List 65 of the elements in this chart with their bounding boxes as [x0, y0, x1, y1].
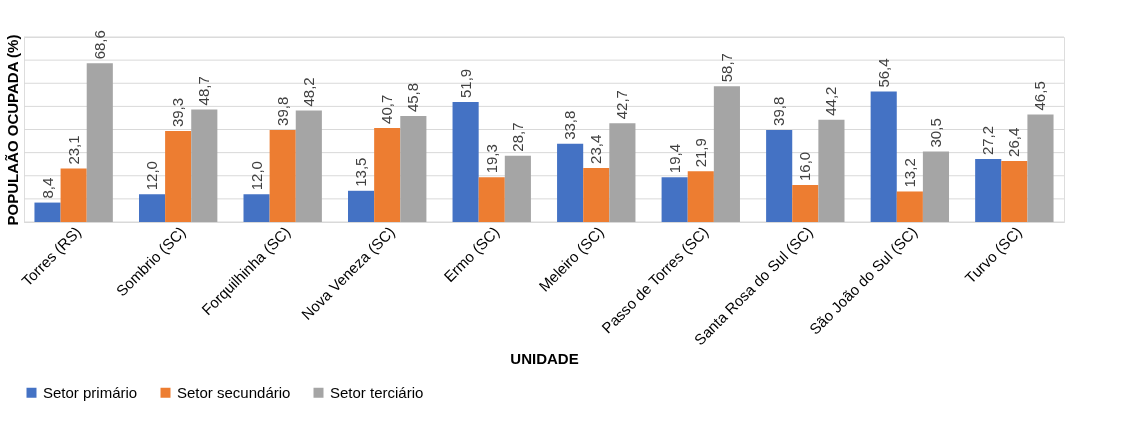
- data-label: 45,8: [404, 82, 422, 113]
- x-axis-title: UNIDADE: [510, 350, 579, 368]
- bar: [583, 167, 610, 222]
- bar: [661, 177, 688, 222]
- data-label: 27,2: [979, 125, 997, 156]
- data-label: 68,6: [90, 30, 108, 60]
- bar: [60, 168, 87, 222]
- data-label: 21,9: [691, 138, 709, 168]
- bar: [374, 127, 401, 222]
- bar: [1001, 160, 1028, 222]
- legend-label: Setor secundário: [177, 383, 291, 401]
- data-label: 40,7: [378, 94, 396, 124]
- bar: [687, 171, 714, 222]
- data-label: 16,0: [796, 151, 814, 181]
- bar: [896, 191, 923, 222]
- bar: [478, 177, 505, 222]
- bar: [243, 194, 270, 222]
- data-label: 48,2: [299, 77, 317, 107]
- bar: [191, 109, 218, 222]
- data-label: 42,7: [613, 90, 631, 120]
- data-label: 13,5: [352, 157, 370, 187]
- bar: [557, 143, 584, 222]
- bar: [713, 86, 740, 222]
- bar: [269, 129, 296, 222]
- data-label: 44,2: [822, 86, 840, 116]
- bar: [34, 202, 61, 222]
- bar: [400, 116, 427, 222]
- data-label: 33,8: [561, 110, 579, 140]
- bar: [609, 123, 636, 222]
- legend-label: Setor terciário: [330, 383, 424, 401]
- bar: [1027, 114, 1054, 222]
- bar: [452, 101, 479, 222]
- bar: [348, 190, 375, 222]
- bar: [165, 131, 192, 222]
- bar: [870, 91, 897, 222]
- data-label: 28,7: [508, 122, 526, 152]
- data-label: 48,7: [195, 76, 213, 106]
- data-label: 12,0: [143, 161, 161, 191]
- bar: [922, 151, 950, 222]
- data-label: 8,4: [38, 177, 56, 199]
- y-axis-title: POPULAÃO OCUPADA (%): [3, 34, 21, 226]
- bar: [504, 155, 531, 222]
- data-label: 39,3: [169, 97, 187, 128]
- data-label: 56,4: [874, 58, 892, 88]
- data-label: 30,5: [926, 118, 944, 148]
- data-label: 23,4: [587, 134, 605, 164]
- data-label: 46,5: [1031, 81, 1049, 111]
- data-label: 19,3: [482, 144, 500, 174]
- bar: [975, 159, 1002, 222]
- legend-label: Setor primário: [43, 383, 138, 401]
- data-label: 12,0: [247, 161, 265, 191]
- bar: [138, 194, 166, 222]
- bar: [86, 63, 113, 222]
- data-label: 19,4: [665, 143, 683, 174]
- data-label: 23,1: [64, 135, 82, 165]
- data-label: 26,4: [1005, 127, 1023, 157]
- bar: [818, 119, 845, 222]
- bar: [792, 185, 819, 222]
- data-label: 39,8: [770, 96, 788, 126]
- bar: [295, 110, 322, 222]
- data-label: 51,9: [456, 68, 474, 98]
- data-label: 39,8: [273, 96, 291, 126]
- data-label: 58,7: [717, 53, 735, 83]
- bar: [766, 129, 793, 222]
- data-label: 13,2: [900, 158, 918, 188]
